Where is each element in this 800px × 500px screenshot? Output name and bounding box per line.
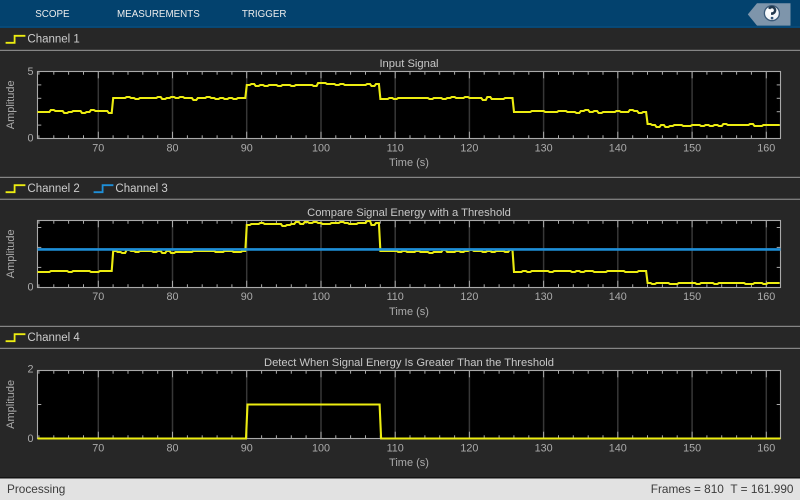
svg-text:140: 140 <box>609 291 627 303</box>
svg-text:160: 160 <box>757 442 775 454</box>
svg-text:160: 160 <box>757 142 775 154</box>
svg-text:TRIGGER: TRIGGER <box>242 9 287 20</box>
svg-text:150: 150 <box>683 442 701 454</box>
svg-text:SCOPE: SCOPE <box>35 9 70 20</box>
svg-text:Channel 4: Channel 4 <box>27 332 80 344</box>
svg-text:MEASUREMENTS: MEASUREMENTS <box>117 9 200 20</box>
svg-text:130: 130 <box>535 442 553 454</box>
svg-text:Time (s): Time (s) <box>389 157 429 169</box>
svg-text:110: 110 <box>387 442 404 454</box>
svg-text:120: 120 <box>460 442 478 454</box>
svg-text:Time (s): Time (s) <box>389 306 429 318</box>
svg-text:120: 120 <box>460 142 478 154</box>
svg-text:Amplitude: Amplitude <box>5 80 17 129</box>
svg-text:150: 150 <box>683 142 701 154</box>
svg-text:2: 2 <box>27 364 33 376</box>
svg-text:160: 160 <box>757 291 775 303</box>
svg-text:150: 150 <box>683 291 701 303</box>
svg-text:Channel 1: Channel 1 <box>27 33 79 45</box>
svg-text:110: 110 <box>387 142 404 154</box>
svg-text:90: 90 <box>241 442 253 454</box>
svg-text:120: 120 <box>460 291 478 303</box>
svg-text:80: 80 <box>166 291 178 303</box>
svg-text:Channel 2: Channel 2 <box>27 183 79 195</box>
svg-text:Channel 3: Channel 3 <box>115 183 167 195</box>
svg-text:70: 70 <box>92 291 104 303</box>
svg-text:Processing: Processing <box>7 482 65 496</box>
svg-text:Input Signal: Input Signal <box>379 58 438 70</box>
svg-text:80: 80 <box>166 142 178 154</box>
svg-text:140: 140 <box>609 142 627 154</box>
svg-text:140: 140 <box>609 442 627 454</box>
svg-text:100: 100 <box>312 291 330 303</box>
svg-text:Amplitude: Amplitude <box>5 380 17 429</box>
svg-text:0: 0 <box>27 433 33 445</box>
svg-text:5: 5 <box>27 66 33 78</box>
svg-text:100: 100 <box>312 142 330 154</box>
svg-text:0: 0 <box>27 132 33 144</box>
svg-text:70: 70 <box>92 142 104 154</box>
svg-text:130: 130 <box>535 291 553 303</box>
svg-text:90: 90 <box>241 142 253 154</box>
svg-text:130: 130 <box>535 142 553 154</box>
svg-text:Time (s): Time (s) <box>389 457 429 469</box>
svg-text:110: 110 <box>387 291 404 303</box>
svg-text:100: 100 <box>312 442 330 454</box>
svg-text:Compare Signal Energy with a T: Compare Signal Energy with a Threshold <box>307 207 511 219</box>
svg-text:80: 80 <box>166 442 178 454</box>
svg-text:90: 90 <box>241 291 253 303</box>
svg-text:Frames = 810 T = 161.990: Frames = 810 T = 161.990 <box>651 482 794 496</box>
svg-text:Detect When Signal Energy Is G: Detect When Signal Energy Is Greater Tha… <box>264 357 554 369</box>
svg-text:70: 70 <box>92 442 104 454</box>
svg-text:Amplitude: Amplitude <box>5 229 17 278</box>
svg-text:0: 0 <box>27 281 33 293</box>
